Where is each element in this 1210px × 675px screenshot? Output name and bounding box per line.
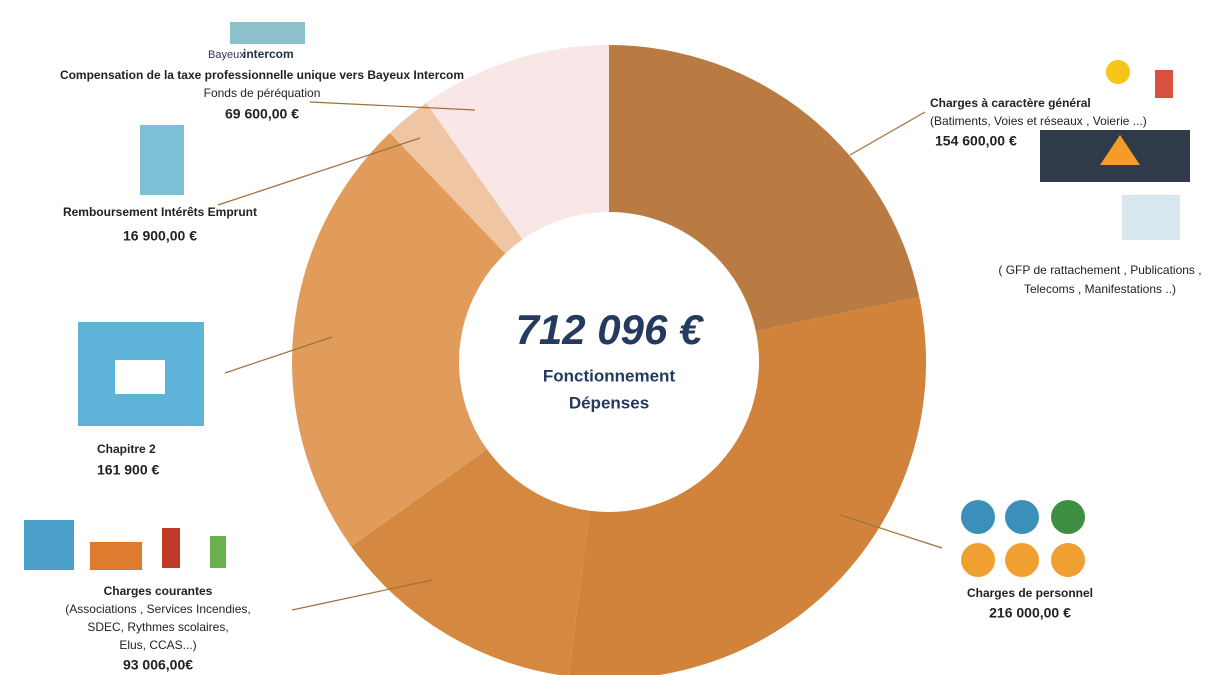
value-label: 93 006,00€ xyxy=(123,657,193,673)
roadwork-sign xyxy=(1100,135,1140,165)
value-label: 69 600,00 € xyxy=(225,106,299,122)
leader-line xyxy=(839,514,943,549)
staff-icon xyxy=(961,543,995,577)
staff-icon xyxy=(1051,500,1085,534)
value-label: 154 600,00 € xyxy=(935,133,1017,149)
center-value: 712 096 € xyxy=(516,306,704,353)
category-detail: Elus, CCAS...) xyxy=(119,638,196,652)
category-label: Compensation de la taxe professionnelle … xyxy=(60,68,464,82)
screen xyxy=(115,360,165,394)
logo-text: Bayeux xyxy=(208,49,245,61)
category-detail: Fonds de péréquation xyxy=(204,86,321,100)
icons xyxy=(24,22,1190,577)
donut-segment xyxy=(291,132,506,547)
leader-line xyxy=(217,137,421,206)
staff-icon xyxy=(1005,543,1039,577)
bulb-icon xyxy=(1106,60,1130,84)
donut-segment xyxy=(426,45,609,240)
staff-icon xyxy=(1005,500,1039,534)
donut-segment xyxy=(351,449,590,675)
category-label: Charges à caractère général xyxy=(930,96,1091,110)
category-detail: (Batiments, Voies et réseaux , Voierie .… xyxy=(930,114,1147,128)
category-detail: Telecoms , Manifestations ..) xyxy=(1024,282,1176,296)
center-label: Fonctionnement xyxy=(543,366,676,385)
logo-text: intercom xyxy=(243,47,294,61)
category-detail: (Associations , Services Incendies, xyxy=(65,602,250,616)
leader-line xyxy=(309,101,476,111)
leader-line xyxy=(849,111,926,156)
loan-icon xyxy=(140,125,184,195)
person-icon xyxy=(210,536,226,568)
category-label: Chapitre 2 xyxy=(97,442,156,456)
school-icon xyxy=(90,542,142,570)
telecom-icon xyxy=(1122,195,1180,240)
sports-icon xyxy=(24,520,74,570)
donut-segment xyxy=(389,102,523,254)
category-label: Remboursement Intérêts Emprunt xyxy=(63,205,257,219)
logo-mark xyxy=(230,22,305,44)
staff-icon xyxy=(1051,543,1085,577)
category-detail: SDEC, Rythmes scolaires, xyxy=(87,620,228,634)
category-detail: ( GFP de rattachement , Publications , xyxy=(998,263,1201,277)
pump-icon xyxy=(1155,70,1173,98)
leader-line xyxy=(291,579,433,611)
value-label: 161 900 € xyxy=(97,462,159,478)
leader-line xyxy=(224,336,333,374)
category-label: Charges de personnel xyxy=(967,586,1093,600)
donut-segment xyxy=(568,297,926,675)
staff-icon xyxy=(961,500,995,534)
category-label: Charges courantes xyxy=(104,584,213,598)
center-label: Dépenses xyxy=(569,393,649,412)
value-label: 216 000,00 € xyxy=(989,605,1071,621)
donut-segment xyxy=(609,45,920,332)
value-label: 16 900,00 € xyxy=(123,228,197,244)
hydrant-icon xyxy=(162,528,180,568)
